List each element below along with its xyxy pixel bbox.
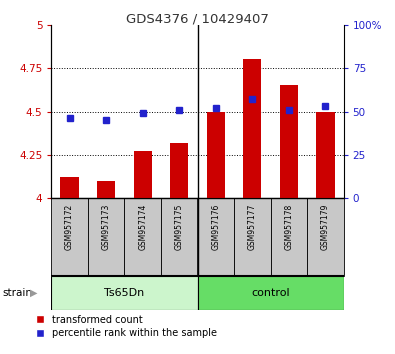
Text: strain: strain xyxy=(2,288,32,298)
Bar xyxy=(307,198,344,276)
Bar xyxy=(124,198,161,276)
Text: ▶: ▶ xyxy=(30,288,37,298)
Bar xyxy=(60,177,79,198)
Text: GSM957174: GSM957174 xyxy=(138,204,147,250)
Text: control: control xyxy=(251,288,290,298)
Text: GSM957175: GSM957175 xyxy=(175,204,184,250)
Text: Ts65Dn: Ts65Dn xyxy=(104,288,145,298)
Bar xyxy=(198,276,344,310)
Bar xyxy=(88,198,124,276)
Bar xyxy=(97,181,115,198)
Bar xyxy=(161,198,198,276)
Bar xyxy=(280,85,298,198)
Bar xyxy=(207,112,225,198)
Bar xyxy=(51,276,198,310)
Bar xyxy=(234,198,271,276)
Bar xyxy=(51,198,88,276)
Text: GSM957179: GSM957179 xyxy=(321,204,330,250)
Text: GSM957178: GSM957178 xyxy=(284,204,293,250)
Bar xyxy=(198,198,234,276)
Text: GDS4376 / 10429407: GDS4376 / 10429407 xyxy=(126,12,269,25)
Text: GSM957173: GSM957173 xyxy=(102,204,111,250)
Bar xyxy=(170,143,188,198)
Bar xyxy=(271,198,307,276)
Bar xyxy=(243,59,261,198)
Bar xyxy=(316,112,335,198)
Text: GSM957176: GSM957176 xyxy=(211,204,220,250)
Bar xyxy=(134,152,152,198)
Legend: transformed count, percentile rank within the sample: transformed count, percentile rank withi… xyxy=(36,315,217,338)
Text: GSM957172: GSM957172 xyxy=(65,204,74,250)
Text: GSM957177: GSM957177 xyxy=(248,204,257,250)
